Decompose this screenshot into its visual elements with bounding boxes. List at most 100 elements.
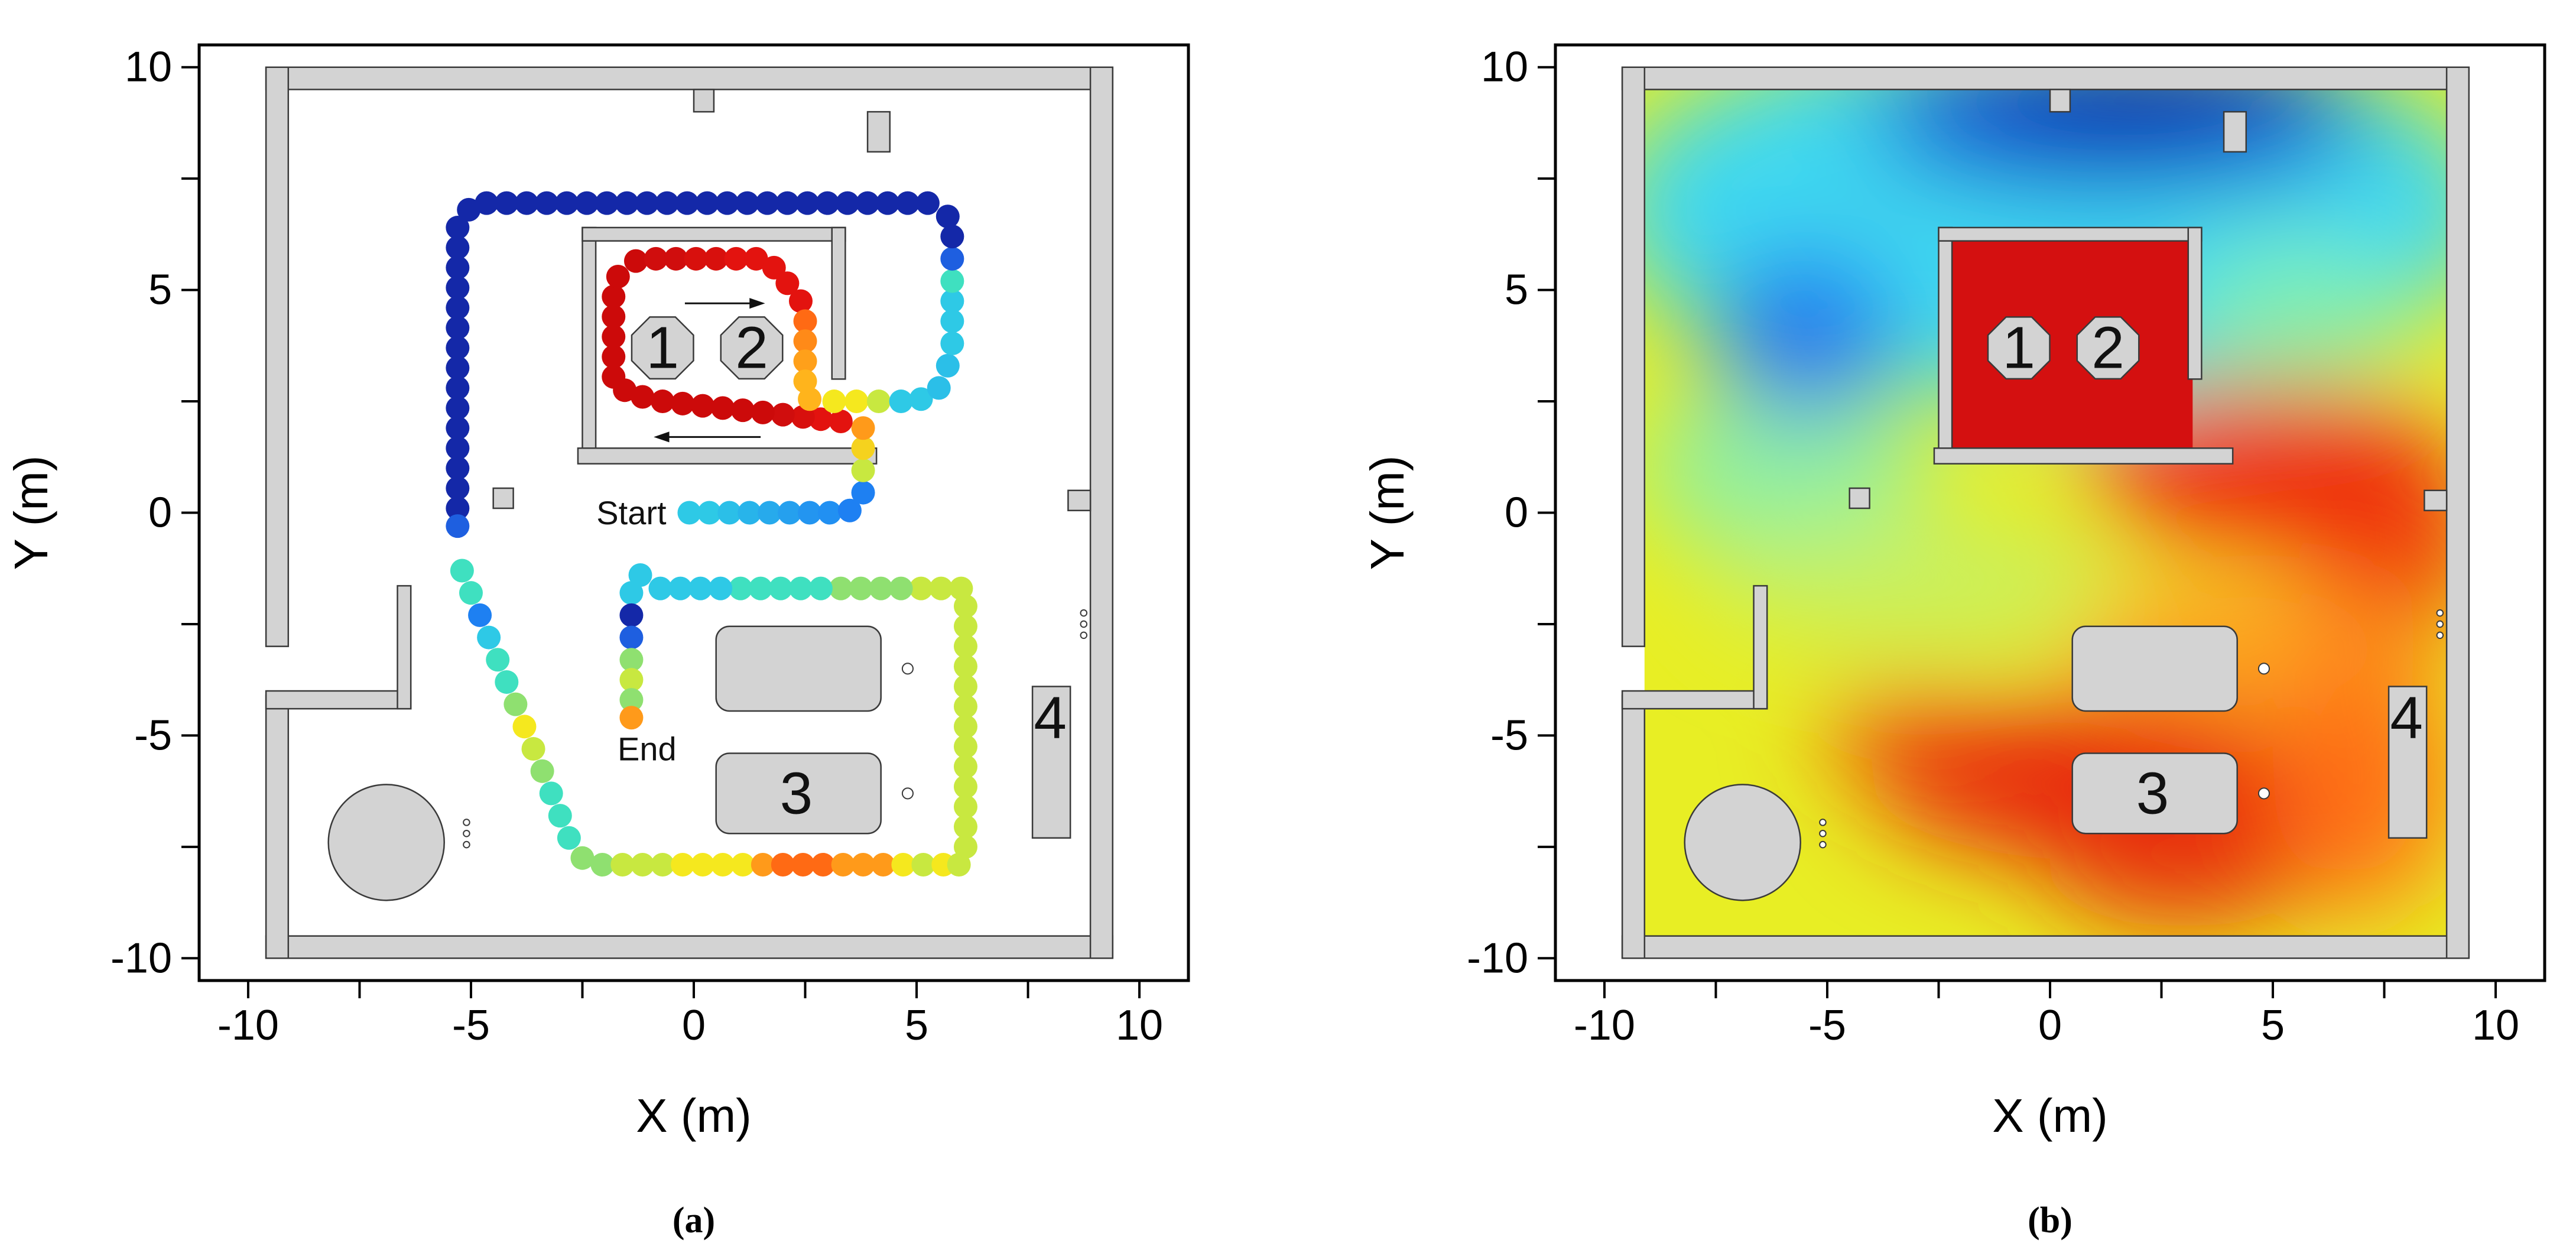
arrow-head	[654, 431, 670, 443]
trajectory-point	[949, 576, 973, 600]
trajectory-point	[829, 409, 853, 433]
trajectory-point	[730, 398, 755, 423]
trajectory-point	[811, 853, 835, 877]
annotation: 2	[2091, 315, 2125, 381]
trajectory-point	[677, 501, 701, 525]
y-axis-label: Y (m)	[1361, 455, 1414, 570]
panel: 1 2 3 4 -10 -5 0 5 10 -10 -5 0 5 10 X (m) Y (m) (b)	[1361, 22, 2546, 1241]
trajectory-point	[953, 775, 977, 799]
trajectory-point	[495, 191, 519, 215]
x-tick-label: 10	[2472, 1002, 2519, 1049]
trajectory-point	[798, 387, 822, 411]
trajectory-point	[557, 826, 581, 850]
panel: 1 2 3 4 Start End -10 -5 0 5 10 -10 -5 0 5 10 X (m) Y (m)…	[5, 44, 1190, 1241]
trajectory-point	[684, 246, 708, 271]
trajectory-point	[602, 324, 626, 349]
trajectory-point	[548, 804, 572, 828]
trajectory-point	[940, 225, 964, 249]
trajectory-point	[446, 316, 470, 340]
trajectory-point	[851, 481, 875, 505]
trajectory-point	[871, 853, 895, 877]
trajectory-point	[446, 476, 470, 501]
trajectory-point	[953, 795, 977, 819]
trajectory-point	[791, 405, 815, 429]
annotation: 1	[2002, 315, 2035, 381]
annotation: 3	[2136, 760, 2169, 826]
annotation: 4	[2390, 684, 2423, 751]
trajectory-point	[495, 670, 519, 694]
trajectory-point	[717, 501, 742, 525]
heat-room	[1947, 236, 2193, 450]
trajectory-point	[953, 674, 977, 699]
trajectory-point	[610, 853, 635, 877]
heat-blob	[1818, 695, 2015, 767]
heat-blob	[2184, 245, 2416, 379]
trajectory-point	[935, 204, 960, 229]
trajectory-point	[446, 416, 470, 440]
trajectory-point	[953, 634, 977, 658]
trajectory-point	[953, 715, 977, 739]
y-axis-label: Y (m)	[5, 455, 57, 570]
trajectory-point	[570, 846, 595, 870]
heat-blob	[1644, 379, 1925, 557]
trajectory-point	[775, 191, 800, 215]
trajectory-point	[446, 514, 470, 538]
trajectory-point	[844, 389, 869, 414]
trajectory-point	[615, 191, 639, 215]
y-tick-label: 0	[1505, 489, 1528, 537]
trajectory-point	[635, 191, 659, 215]
caption: (b)	[2028, 1200, 2073, 1241]
trajectory-point	[909, 387, 933, 411]
trajectory-point	[751, 400, 775, 424]
trajectory-point	[668, 576, 693, 600]
trajectory-point	[446, 336, 470, 360]
trajectory-point	[876, 191, 900, 215]
trajectory-point	[851, 416, 875, 440]
caption: (a)	[673, 1200, 715, 1241]
trajectory-point	[947, 853, 971, 877]
trajectory-point	[446, 456, 470, 481]
trajectory-point	[477, 625, 501, 650]
trajectory-point	[446, 496, 470, 520]
trajectory-point	[915, 191, 940, 215]
trajectory-point	[619, 648, 644, 672]
trajectory-point	[778, 501, 802, 525]
trajectory-point	[940, 246, 964, 271]
trajectory-point	[744, 246, 768, 271]
trajectory-point	[695, 191, 719, 215]
trajectory-point	[595, 191, 619, 215]
trajectory-point	[602, 345, 626, 369]
y-tick-label: -10	[111, 934, 172, 982]
trajectory-point	[849, 576, 873, 600]
heat-blob	[2050, 811, 2318, 927]
trajectory-point	[940, 309, 964, 333]
trajectory-point	[738, 501, 762, 525]
trajectory-point	[793, 309, 817, 333]
trajectory-point	[851, 436, 875, 460]
trajectory-point	[940, 332, 964, 356]
heat-blob	[1716, 254, 1895, 415]
trajectory-point	[735, 191, 759, 215]
trajectory-point	[751, 853, 775, 877]
trajectory-point	[619, 581, 644, 605]
trajectory-point	[590, 853, 615, 877]
trajectory-point	[788, 576, 813, 600]
trajectory-point	[808, 576, 833, 600]
trajectory-point	[704, 246, 728, 271]
trajectory-point	[691, 394, 715, 418]
trajectory-point	[793, 349, 817, 374]
x-axis-label: X (m)	[636, 1089, 752, 1142]
trajectory-point	[953, 614, 977, 638]
y-tick-label: -5	[1490, 712, 1528, 759]
trajectory-point	[446, 255, 470, 280]
trajectory-point	[891, 853, 915, 877]
trajectory-point	[602, 284, 626, 309]
trajectory-point	[795, 191, 820, 215]
trajectory-point	[758, 501, 782, 525]
trajectory-point	[664, 246, 688, 271]
trajectory-point	[711, 853, 735, 877]
trajectory-point	[530, 759, 554, 783]
y-tick-label: 0	[148, 489, 172, 537]
trajectory-point	[628, 563, 652, 587]
